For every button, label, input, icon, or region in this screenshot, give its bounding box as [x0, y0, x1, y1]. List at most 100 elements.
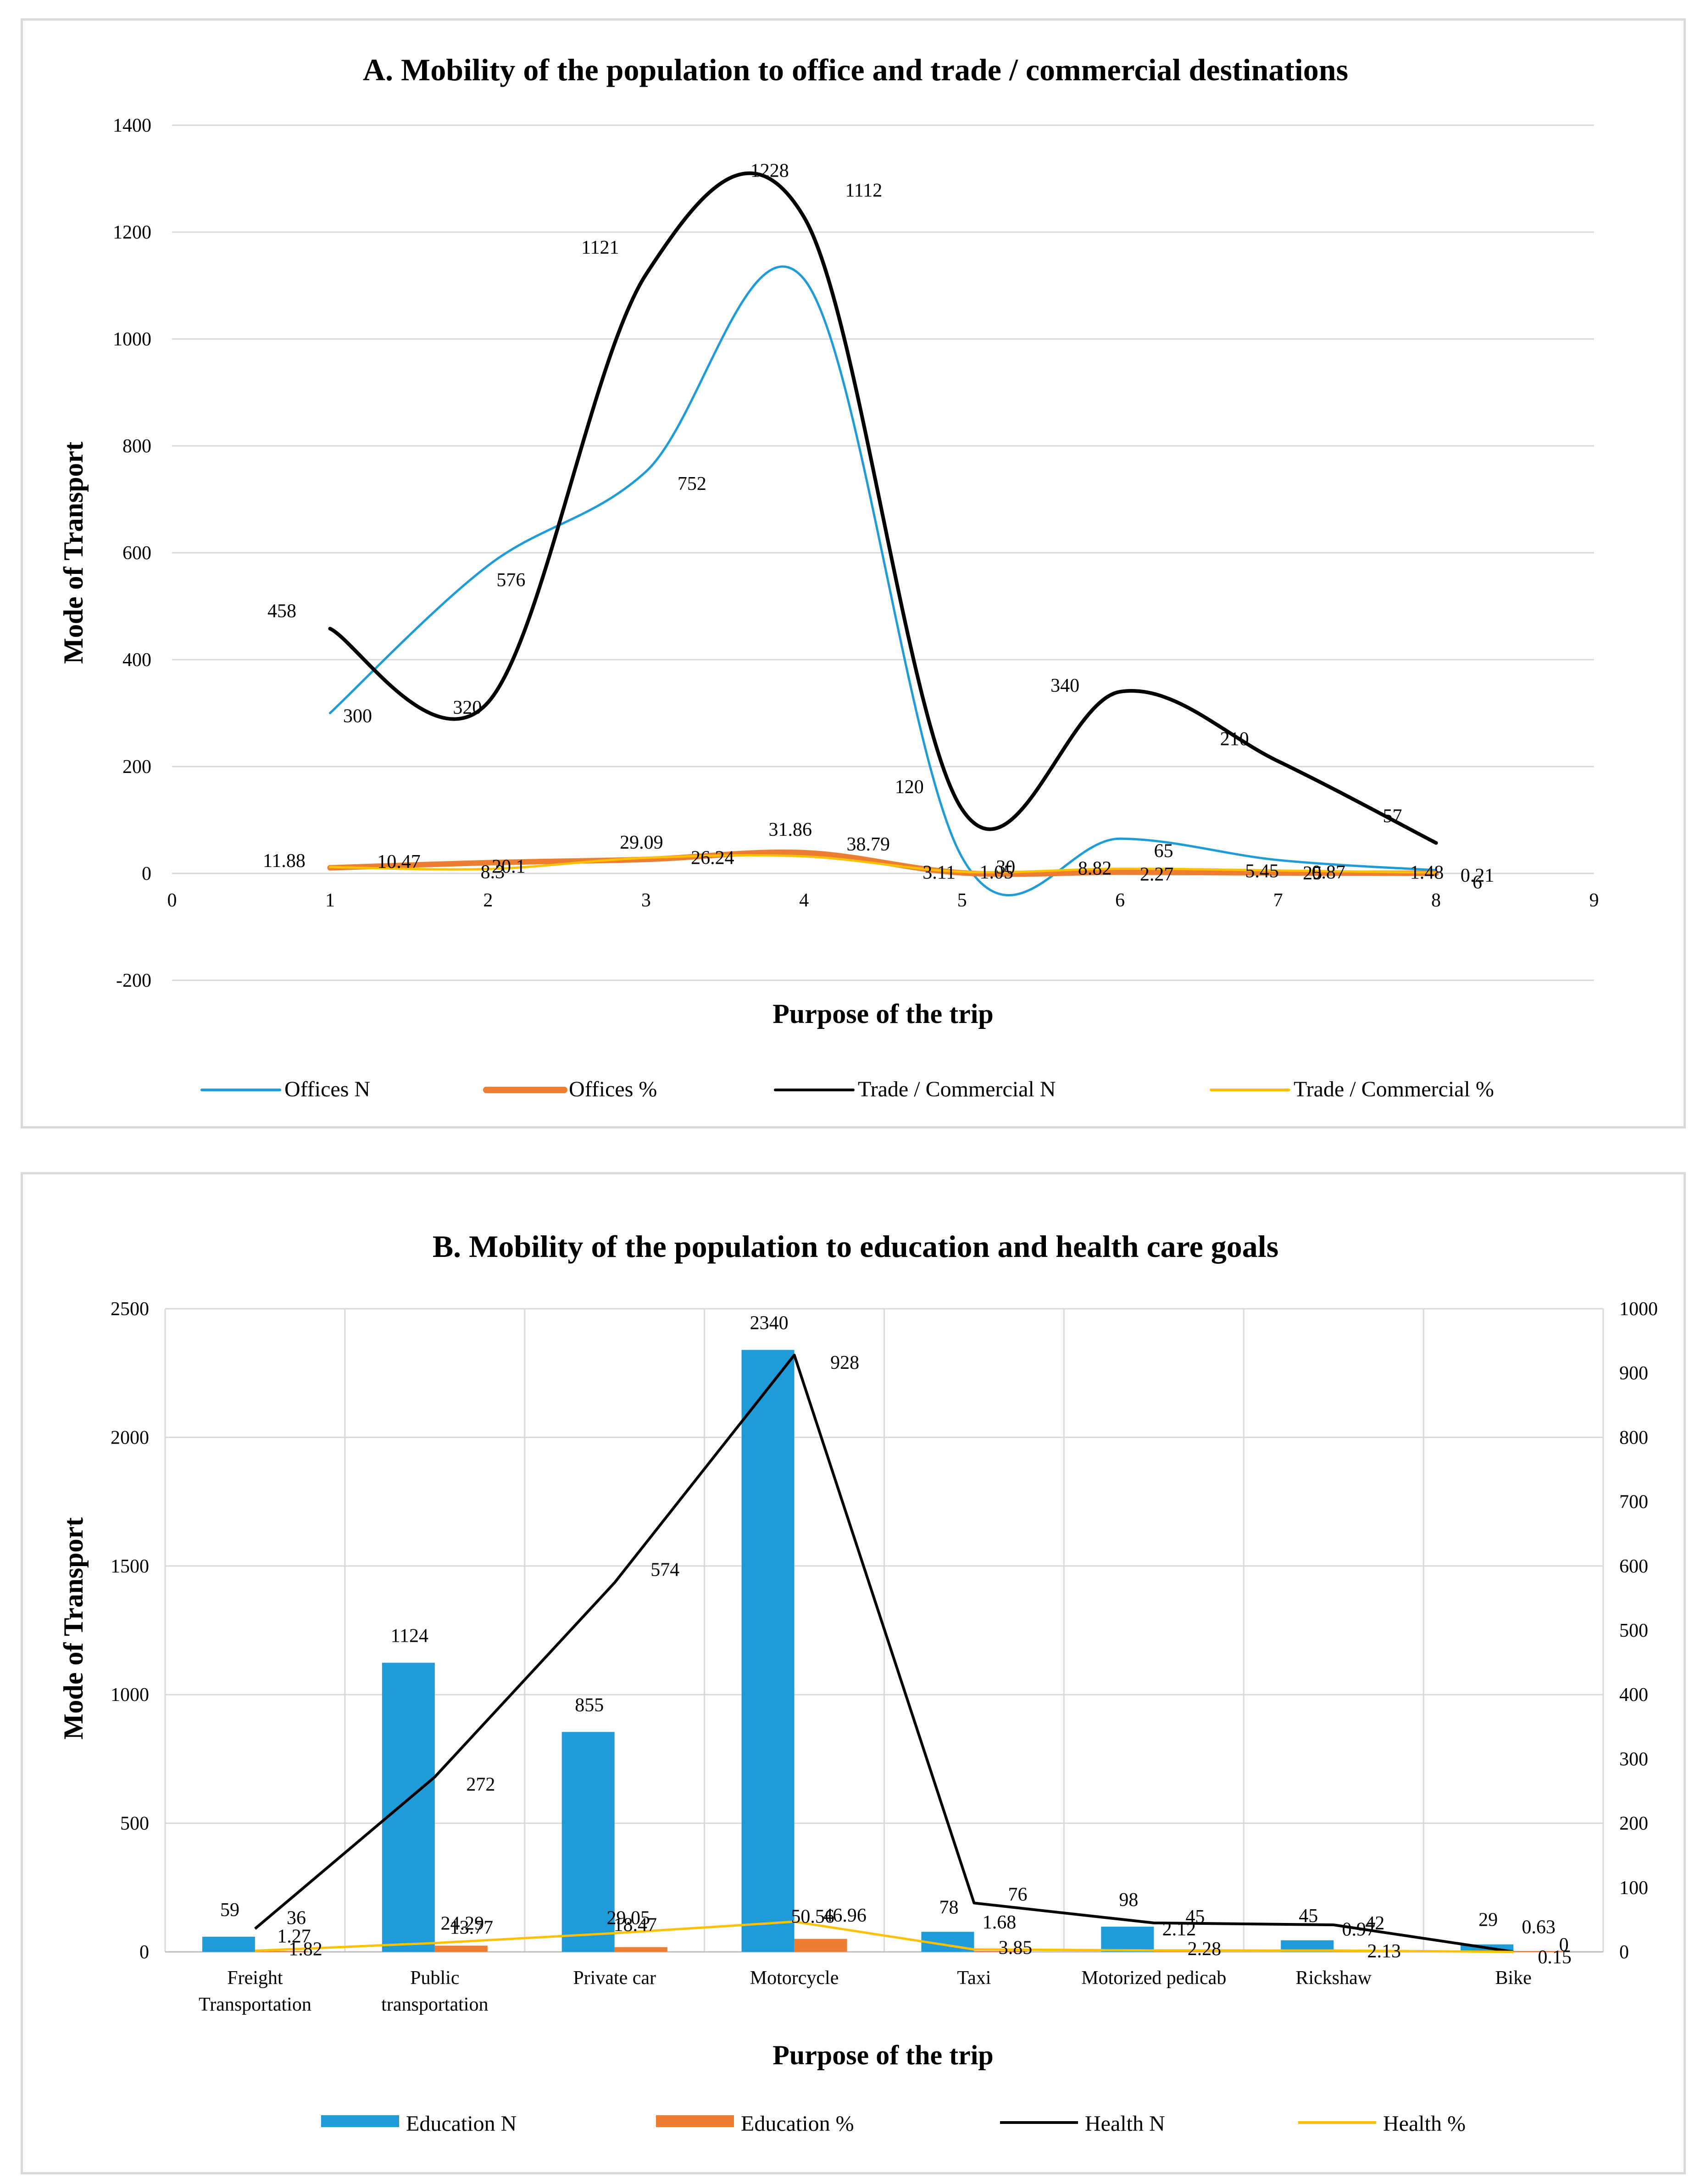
x-category-label: Freight	[227, 1967, 283, 1989]
chart-b-title: B. Mobility of the population to educati…	[433, 1229, 1278, 1264]
data-label: 45	[1185, 1906, 1205, 1928]
data-label: 29.05	[606, 1907, 650, 1928]
data-label: 1.82	[289, 1939, 322, 1960]
y2-tick-label: 1000	[1619, 1299, 1658, 1320]
bar-education-pct	[434, 1945, 488, 1952]
y-tick-label: 1000	[113, 329, 151, 350]
chart-b-svg: B. Mobility of the population to educati…	[58, 1229, 1658, 2136]
y-tick-label: 200	[122, 756, 151, 778]
data-label: 31.86	[769, 819, 812, 840]
y2-tick-label: 900	[1619, 1363, 1648, 1384]
bar-education-n	[741, 1350, 795, 1952]
data-label: 0.15	[1538, 1947, 1572, 1968]
x-category-label: Transportation	[199, 1994, 311, 2015]
data-label: 576	[496, 570, 525, 591]
x-category-label: Bike	[1495, 1967, 1531, 1989]
data-label: 57	[1383, 806, 1402, 827]
data-label: 272	[466, 1774, 495, 1795]
data-label: 574	[650, 1559, 679, 1580]
data-label: 120	[895, 777, 924, 798]
data-label: 0	[1559, 1934, 1569, 1956]
y-tick-label: 2000	[111, 1427, 149, 1448]
y2-tick-label: 700	[1619, 1492, 1648, 1513]
bar-education-n	[561, 1732, 615, 1952]
data-label: 98	[1119, 1889, 1138, 1911]
data-label: 855	[575, 1695, 604, 1716]
data-label: 0.63	[1522, 1917, 1556, 1938]
bar-education-n	[382, 1662, 435, 1952]
x-tick-label: 8	[1431, 890, 1441, 911]
legend-label: Education %	[741, 2112, 854, 2136]
data-label: 0.97	[1342, 1919, 1376, 1940]
y2-tick-label: 800	[1619, 1427, 1648, 1448]
y-tick-label: 600	[122, 543, 151, 564]
x-tick-label: 9	[1589, 890, 1599, 911]
data-label: 300	[343, 706, 372, 727]
x-category-label: Motorcycle	[750, 1967, 839, 1989]
y2-tick-label: 300	[1619, 1749, 1648, 1770]
y-tick-label: 1000	[111, 1684, 149, 1706]
y-tick-label: 2500	[111, 1299, 149, 1320]
data-label: 25	[1303, 863, 1322, 884]
data-label: 26.24	[691, 847, 734, 868]
x-tick-label: 6	[1115, 890, 1125, 911]
data-label: 46.96	[823, 1905, 867, 1926]
y2-tick-label: 600	[1619, 1556, 1648, 1577]
x-tick-label: 2	[483, 890, 493, 911]
y-axis-title: Mode of Transport	[58, 1517, 89, 1739]
y-tick-label: 1500	[111, 1556, 149, 1577]
data-label: 59	[220, 1900, 239, 1921]
data-label: 13.77	[450, 1917, 494, 1939]
data-label: 340	[1050, 675, 1079, 696]
y2-tick-label: 0	[1619, 1942, 1629, 1963]
data-label: 36	[287, 1908, 306, 1929]
data-label: 1.05	[979, 862, 1013, 883]
data-label: 18.47	[613, 1915, 657, 1936]
x-category-label: Public	[410, 1967, 459, 1989]
data-label: 38.79	[847, 834, 890, 855]
data-label: 78	[939, 1897, 958, 1918]
data-label: 6	[1473, 872, 1482, 893]
bar-education-pct	[794, 1939, 847, 1952]
data-label: 458	[267, 600, 296, 622]
data-label: 10.47	[377, 851, 421, 872]
legend-label: Health %	[1383, 2112, 1466, 2136]
data-label: 29	[1478, 1910, 1498, 1931]
data-label: 1.68	[983, 1912, 1017, 1933]
data-label: 8.3	[481, 861, 505, 883]
legend-label: Education N	[406, 2112, 517, 2136]
data-label: 2.28	[1188, 1939, 1222, 1960]
y-tick-label: 0	[139, 1942, 149, 1963]
data-label: 2.13	[1367, 1941, 1401, 1962]
y2-tick-label: 400	[1619, 1684, 1648, 1706]
y-tick-label: 500	[120, 1813, 149, 1834]
x-tick-label: 5	[957, 890, 967, 911]
x-axis-title: Purpose of the trip	[772, 999, 994, 1029]
bar-education-pct	[1513, 1951, 1567, 1952]
data-label: 11.88	[263, 850, 306, 872]
data-label: 210	[1220, 728, 1249, 750]
series-line-trade-commercial-n	[328, 171, 1438, 845]
data-label: 5.45	[1245, 861, 1279, 882]
data-label: 1112	[845, 180, 882, 201]
y2-tick-label: 200	[1619, 1813, 1648, 1834]
x-category-label: Private car	[573, 1967, 656, 1989]
bar-education-n	[1101, 1927, 1154, 1952]
x-tick-label: 1	[325, 890, 335, 911]
legend-swatch	[321, 2115, 399, 2127]
data-label: 1121	[581, 237, 619, 258]
data-label: 752	[678, 473, 706, 495]
x-tick-label: 4	[799, 890, 809, 911]
bar-education-pct	[974, 1951, 1027, 1952]
series-line-health-n	[254, 1353, 1514, 1953]
y-tick-label: -200	[116, 970, 151, 991]
y-tick-label: 0	[142, 863, 151, 884]
data-label: 30	[996, 857, 1015, 878]
data-label: 50.56	[791, 1906, 834, 1928]
x-category-label: Motorized pedicab	[1081, 1967, 1226, 1989]
data-label: 320	[453, 697, 482, 718]
series-line-offices-pct	[327, 849, 1439, 877]
data-label: 45	[1299, 1906, 1318, 1927]
data-label: 928	[830, 1352, 859, 1373]
data-label: 2.12	[1162, 1919, 1196, 1940]
